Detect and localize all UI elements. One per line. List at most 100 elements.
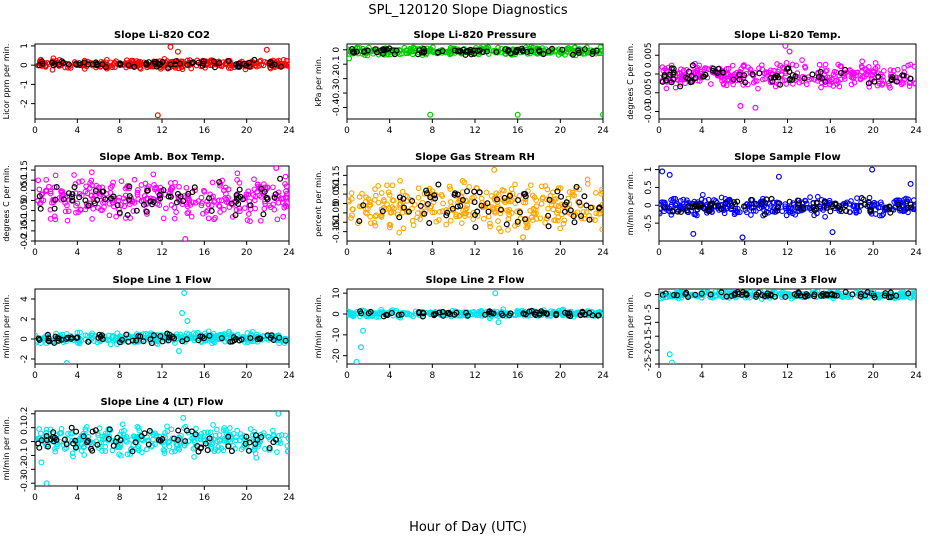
data-point <box>396 202 403 208</box>
data-point <box>215 447 221 454</box>
data-point <box>247 426 254 432</box>
data-point <box>759 66 766 73</box>
data-point <box>69 450 76 457</box>
data-point <box>396 229 403 236</box>
data-point-black <box>39 60 46 67</box>
data-point-black <box>102 196 109 203</box>
data-point-black <box>149 201 156 208</box>
data-point <box>185 209 192 215</box>
data-point-black <box>803 291 810 298</box>
data-point-black <box>51 205 58 212</box>
data-point <box>226 436 233 443</box>
data-point-black <box>36 62 43 69</box>
outlier-point <box>184 318 191 325</box>
data-point <box>260 62 267 69</box>
data-point <box>102 430 109 437</box>
y-tick-label: 0.05 <box>332 184 342 204</box>
data-point <box>390 209 397 215</box>
data-points <box>347 166 603 241</box>
x-tick-label: 12 <box>469 371 480 381</box>
x-tick-label: 24 <box>283 248 295 258</box>
data-point-black <box>50 62 57 69</box>
data-point <box>388 209 395 216</box>
data-point-black <box>526 308 533 315</box>
data-point-black <box>124 212 131 219</box>
data-point <box>393 307 400 314</box>
data-point <box>734 209 741 216</box>
data-point <box>356 45 363 51</box>
data-point-black <box>73 428 80 435</box>
data-point-black <box>764 290 771 297</box>
data-point-black <box>105 435 112 442</box>
data-point <box>708 294 714 301</box>
outlier-point <box>275 411 282 417</box>
data-point-black <box>52 333 59 340</box>
data-point-black <box>670 292 677 299</box>
data-point <box>816 61 823 68</box>
data-point-black <box>471 199 478 206</box>
data-point-black <box>89 428 96 435</box>
data-point-black <box>905 290 912 297</box>
data-point <box>47 190 54 197</box>
outlier-point <box>786 48 793 55</box>
data-point-black <box>246 447 253 454</box>
data-point-black <box>889 74 896 81</box>
data-point <box>831 68 838 75</box>
data-point-black <box>157 437 164 444</box>
data-point-black <box>194 443 201 450</box>
data-point <box>856 208 862 215</box>
data-point <box>774 61 780 67</box>
data-point <box>282 181 288 187</box>
data-point <box>280 56 287 63</box>
data-point-black <box>789 72 796 79</box>
data-point <box>783 212 790 219</box>
data-point-black <box>661 204 668 211</box>
data-point-black <box>571 219 578 226</box>
data-point <box>168 187 174 193</box>
data-point-black <box>110 193 117 200</box>
data-point-black <box>396 194 403 201</box>
y-tick-label: -0.1 <box>20 212 30 230</box>
data-point-black <box>165 64 172 71</box>
y-tick-label: 0.1 <box>20 421 30 435</box>
data-point <box>789 61 796 68</box>
x-tick-label: 16 <box>199 126 211 136</box>
data-point <box>556 46 562 53</box>
data-point-black <box>865 80 872 87</box>
data-point <box>89 332 96 339</box>
data-point <box>552 217 559 224</box>
data-points <box>35 411 289 486</box>
x-tick-label: 12 <box>156 126 167 136</box>
data-point-black <box>516 209 523 216</box>
data-point <box>803 81 810 88</box>
data-point <box>738 66 745 72</box>
data-point-black <box>575 47 582 54</box>
outlier-point <box>690 230 697 237</box>
data-point <box>136 427 143 434</box>
data-point <box>544 186 551 193</box>
x-tick-label: 8 <box>429 371 435 381</box>
data-point <box>879 212 885 219</box>
y-tick-label: 1 <box>20 43 30 49</box>
data-point-black <box>581 193 588 200</box>
data-point-black <box>809 71 816 78</box>
data-point <box>282 432 289 439</box>
data-point <box>205 429 211 436</box>
data-point <box>415 194 422 201</box>
data-point <box>505 208 512 215</box>
x-tick-label: 20 <box>241 248 253 258</box>
y-axis-label: percent per min. <box>314 170 323 237</box>
data-point-black <box>184 61 191 68</box>
data-point <box>173 209 179 215</box>
data-point <box>205 215 212 222</box>
data-point <box>237 431 244 437</box>
data-point <box>38 430 44 437</box>
x-tick-label: 0 <box>32 371 38 381</box>
data-point-black <box>268 332 275 339</box>
outlier-point <box>181 290 188 297</box>
data-point <box>215 444 222 450</box>
data-point <box>857 75 864 82</box>
data-point-black <box>445 309 452 316</box>
x-tick-label: 16 <box>199 493 211 503</box>
x-tick-label: 0 <box>344 248 350 258</box>
